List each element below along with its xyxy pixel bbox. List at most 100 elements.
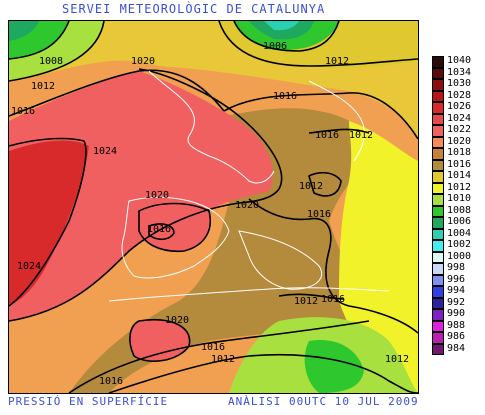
- legend-label: 1018: [447, 147, 472, 158]
- isobar-label: 1012: [385, 354, 409, 365]
- legend-row: 996: [432, 273, 482, 286]
- legend-row: 1008: [432, 204, 482, 217]
- legend-swatch: [432, 263, 444, 275]
- legend-label: 1016: [447, 158, 472, 170]
- legend-label: 994: [447, 285, 466, 296]
- legend-label: 996: [447, 273, 466, 285]
- pressure-map: 1008 1012 1016 1020 1024 1024 1006 1012 …: [8, 20, 419, 394]
- legend-label: 1000: [447, 250, 472, 262]
- legend-label: 1014: [447, 170, 472, 181]
- coast-france-uk: [148, 70, 275, 184]
- legend-swatch: [432, 67, 444, 79]
- legend-row: 1014: [432, 170, 482, 183]
- isobar-label: 1016: [11, 106, 35, 117]
- legend-label: 1020: [447, 135, 472, 147]
- isobar-1012-med: [278, 293, 345, 300]
- isobar-label: 1012: [299, 181, 323, 192]
- legend-swatch: [432, 251, 444, 263]
- isobar-label: 1016: [273, 91, 297, 102]
- legend-row: 1030: [432, 78, 482, 91]
- legend-swatch: [432, 343, 444, 355]
- high-pressure-north-africa: [129, 319, 190, 362]
- legend-swatch: [432, 56, 444, 68]
- isobar-1012-n: [218, 21, 418, 67]
- legend-swatch: [432, 309, 444, 321]
- legend-swatch: [432, 228, 444, 240]
- coast-north-africa: [108, 287, 390, 302]
- isobar-1016-med: [248, 198, 418, 334]
- legend-row: 1018: [432, 147, 482, 160]
- isobar-label: 1024: [17, 261, 41, 272]
- legend-row: 984: [432, 342, 482, 355]
- isobar-lines: [9, 21, 418, 393]
- legend-row: 1028: [432, 89, 482, 102]
- coast-central-europe: [308, 80, 365, 162]
- region-1008-se: [304, 340, 364, 393]
- isobar-label: 1020: [131, 56, 155, 67]
- legend-row: 1004: [432, 228, 482, 240]
- analysis-timestamp: ANÀLISI 00UTC 10 JUL 2009: [228, 395, 419, 408]
- legend-swatch: [432, 125, 444, 137]
- isobar-1016-n: [223, 92, 418, 140]
- isobar-1020-africa: [129, 319, 191, 362]
- isobar-1006: [233, 21, 340, 52]
- legend-swatch: [432, 194, 444, 206]
- isobar-1024: [9, 137, 87, 307]
- legend-row: 1006: [432, 216, 482, 229]
- legend-swatch: [432, 159, 444, 171]
- isobar-label: 1020: [165, 315, 189, 326]
- legend-swatch: [432, 332, 444, 344]
- legend-label: 1010: [447, 193, 472, 204]
- legend-row: 1020: [432, 135, 482, 148]
- isobar-1020: [9, 68, 283, 322]
- legend-row: 1012: [432, 181, 482, 194]
- legend-swatch: [432, 217, 444, 229]
- isobar-label: 1012: [349, 130, 373, 141]
- isobar-1020-iberia: [138, 202, 211, 253]
- isobar-label: 1012: [211, 354, 235, 365]
- legend-row: 988: [432, 320, 482, 332]
- legend-label: 1034: [447, 66, 472, 78]
- isobar-label: 1020: [145, 190, 169, 201]
- isobar-label: 1012: [294, 296, 318, 307]
- legend-label: 984: [447, 342, 466, 354]
- high-pressure-core: [9, 140, 89, 306]
- legend-label: 1024: [447, 112, 472, 124]
- legend-swatch: [432, 240, 444, 252]
- isobar-label: 1006: [263, 41, 287, 52]
- isobar-label: 1012: [31, 81, 55, 92]
- legend-swatch: [432, 90, 444, 102]
- legend-row: 1040: [432, 55, 482, 68]
- legend-row: 1026: [432, 101, 482, 114]
- legend-label: 1030: [447, 78, 472, 89]
- isobar-label: 1016: [321, 294, 345, 305]
- legend-label: 1008: [447, 204, 472, 216]
- isobar-label: 1008: [39, 56, 63, 67]
- pressure-legend: 1040 1034 1030 1028 1026 1024 1022 1020 1018 1016…: [432, 55, 482, 355]
- isobar-label: 1012: [325, 56, 349, 67]
- legend-swatch: [432, 102, 444, 114]
- legend-row: 1034: [432, 66, 482, 79]
- isobar-label: 1016: [201, 342, 225, 353]
- legend-row: 990: [432, 308, 482, 321]
- legend-swatch: [432, 136, 444, 148]
- isobar-1012-nw: [9, 21, 105, 82]
- isobar-label: 1020: [235, 200, 259, 211]
- legend-label: 1012: [447, 181, 472, 193]
- high-pressure-central: [9, 71, 273, 321]
- legend-row: 992: [432, 296, 482, 309]
- legend-swatch: [432, 148, 444, 160]
- legend-label: 990: [447, 308, 466, 319]
- legend-label: 992: [447, 296, 466, 308]
- isobar-label: 1016: [315, 130, 339, 141]
- legend-swatch: [432, 182, 444, 194]
- isobar-label: 1016: [307, 209, 331, 220]
- low-pressure-n-center: [264, 21, 299, 31]
- legend-label: 1028: [447, 89, 472, 101]
- legend-row: 1024: [432, 112, 482, 125]
- isobar-1016-iberia: [148, 223, 175, 241]
- legend-swatch: [432, 320, 444, 332]
- legend-swatch: [432, 274, 444, 286]
- legend-row: 994: [432, 285, 482, 298]
- legend-row: 1002: [432, 239, 482, 252]
